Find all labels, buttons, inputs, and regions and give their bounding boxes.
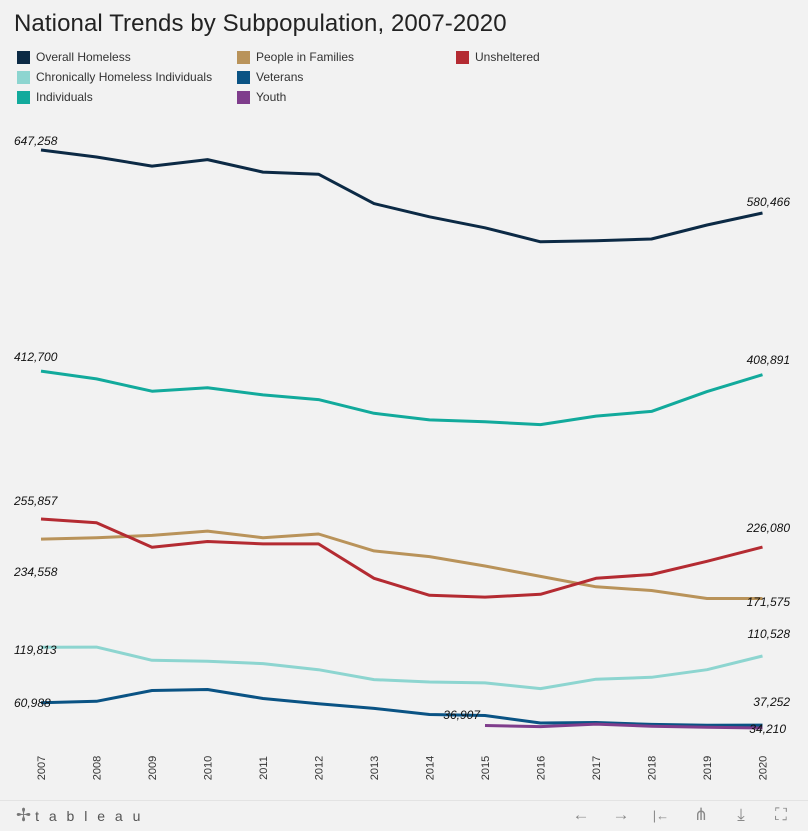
legend-label: Unsheltered	[475, 50, 540, 64]
legend-swatch	[17, 70, 30, 84]
legend: Overall Homeless People in Families Unsh…	[17, 50, 617, 110]
x-tick-label: 2009	[147, 756, 159, 780]
legend-label: People in Families	[256, 50, 355, 64]
legend-swatch	[456, 50, 469, 64]
fullscreen-icon[interactable]: ⛶	[775, 805, 787, 824]
x-tick-label: 2018	[647, 756, 659, 780]
x-tick-label: 2007	[36, 756, 48, 780]
legend-label: Chronically Homeless Individuals	[36, 70, 213, 84]
series-line-overall-homeless	[40, 148, 763, 244]
legend-item-people-in-families[interactable]: People in Families	[237, 50, 354, 64]
legend-item-unsheltered[interactable]: Unsheltered	[456, 50, 540, 64]
data-label-end: 34,210	[749, 722, 786, 736]
x-tick-label: 2008	[92, 756, 104, 780]
series-line-chronically-homeless-individuals	[40, 645, 763, 691]
data-label-end: 226,080	[746, 521, 791, 535]
legend-swatch	[237, 50, 250, 64]
tableau-logo-icon: ✢	[16, 805, 32, 825]
legend-item-youth[interactable]: Youth	[237, 90, 286, 104]
series-line-veterans	[40, 688, 763, 727]
data-label-end: 171,575	[747, 595, 791, 609]
x-tick-label: 2019	[702, 756, 714, 780]
data-label-start: 647,258	[14, 134, 58, 148]
chart-title: National Trends by Subpopulation, 2007-2…	[14, 10, 507, 37]
download-icon[interactable]: ⤓	[737, 805, 745, 824]
legend-swatch	[17, 90, 30, 104]
legend-item-veterans[interactable]: Veterans	[237, 70, 303, 84]
data-label-end: 580,466	[747, 195, 791, 209]
x-tick-label: 2020	[758, 756, 770, 780]
tableau-logo-text: t a b l e a u	[35, 807, 144, 824]
legend-swatch	[237, 70, 250, 84]
legend-label: Veterans	[256, 70, 304, 84]
x-tick-label: 2012	[314, 756, 326, 780]
tableau-toolbar: ✢ t a b l e a u ← → |← ⋔ ⤓ ⛶	[0, 800, 808, 831]
x-tick-label: 2010	[203, 756, 215, 780]
data-label-start: 119,813	[14, 643, 57, 657]
data-label-start: 255,857	[13, 494, 59, 508]
legend-label: Individuals	[36, 90, 93, 104]
legend-swatch	[237, 90, 250, 104]
data-label-end: 408,891	[747, 353, 790, 367]
x-tick-label: 2011	[258, 756, 270, 780]
line-chart: 2007 2008 2009 2010 2011 2012 2013 2014 2015 2016…	[13, 134, 791, 780]
series-line-individuals	[40, 369, 763, 427]
revert-icon[interactable]: |←	[652, 807, 670, 823]
legend-item-overall-homeless[interactable]: Overall Homeless	[17, 50, 131, 64]
x-tick-label: 2014	[425, 756, 437, 780]
legend-label: Overall Homeless	[36, 50, 131, 64]
redo-icon[interactable]: →	[612, 805, 630, 824]
data-label-end: 110,528	[748, 627, 791, 641]
x-tick-label: 2015	[480, 756, 492, 780]
data-label-start: 36,907	[443, 708, 481, 722]
x-tick-label: 2016	[536, 756, 548, 780]
data-label-start: 60,988	[14, 696, 51, 710]
series-line-youth	[484, 722, 763, 730]
data-label-start: 412,700	[14, 350, 58, 364]
data-label-start: 234,558	[13, 565, 58, 579]
legend-item-chronically-homeless[interactable]: Chronically Homeless Individuals	[17, 70, 212, 84]
series-line-unsheltered	[40, 517, 763, 599]
share-icon[interactable]: ⋔	[693, 805, 709, 824]
data-label-end: 37,252	[753, 695, 790, 709]
tableau-logo[interactable]: ✢ t a b l e a u	[16, 805, 143, 826]
legend-item-individuals[interactable]: Individuals	[17, 90, 93, 104]
x-tick-label: 2017	[591, 756, 603, 780]
legend-label: Youth	[256, 90, 287, 104]
series-line-people-in-families	[40, 529, 763, 600]
legend-swatch	[17, 50, 30, 64]
undo-icon[interactable]: ←	[572, 805, 590, 824]
x-tick-label: 2013	[369, 756, 381, 780]
